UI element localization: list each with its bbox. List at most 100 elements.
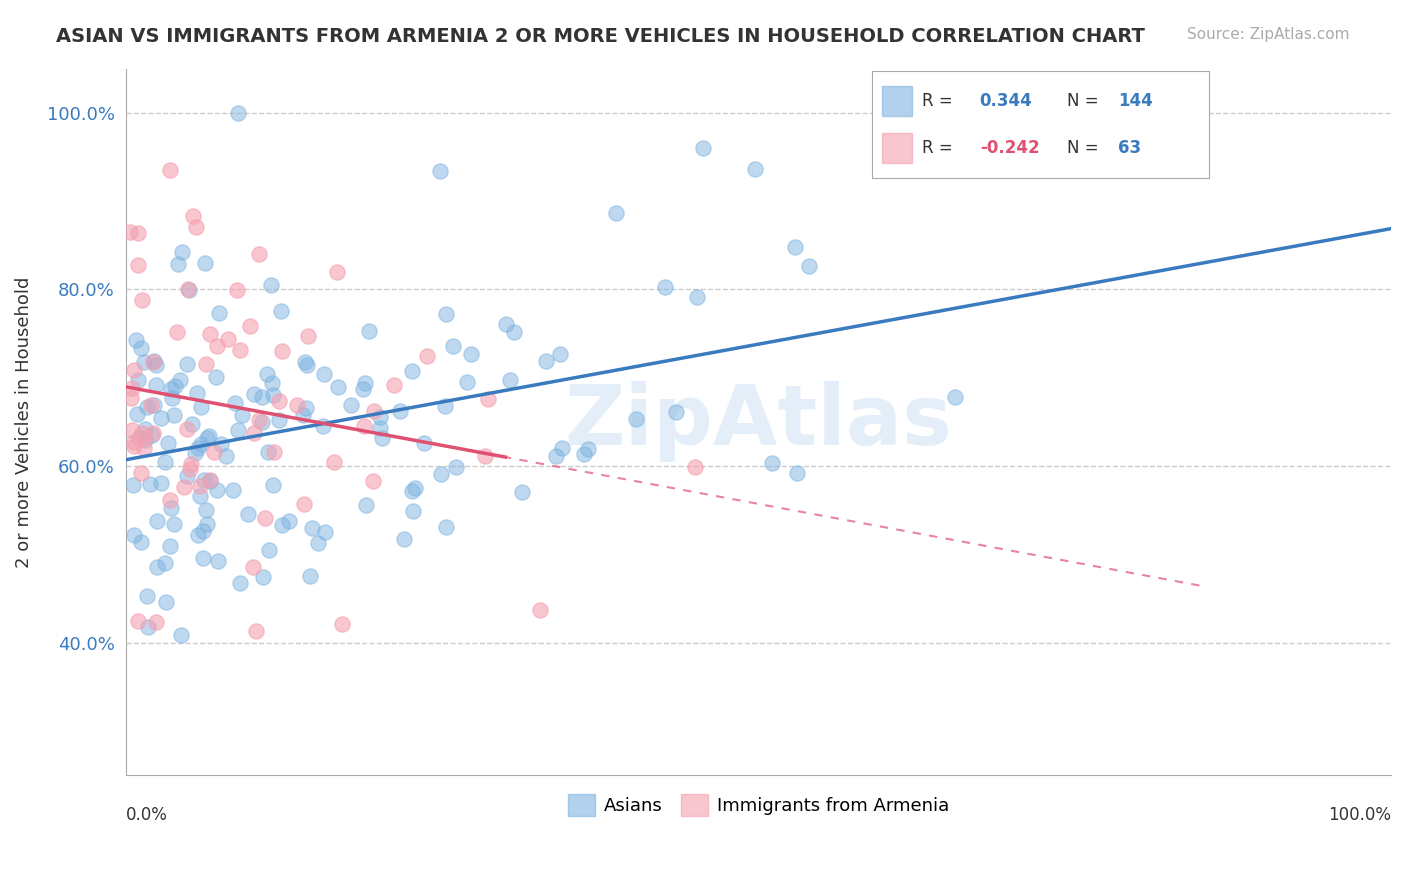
Point	[605, 206, 627, 220]
Point	[271, 344, 294, 359]
Point	[184, 220, 207, 235]
Point	[263, 445, 285, 459]
Point	[352, 382, 374, 396]
Point	[146, 514, 169, 528]
Point	[572, 447, 595, 461]
Text: 0.0%: 0.0%	[127, 806, 167, 824]
Point	[200, 474, 222, 488]
Point	[202, 444, 225, 458]
Point	[301, 520, 323, 534]
Point	[228, 576, 250, 591]
Point	[943, 390, 966, 404]
Point	[245, 624, 267, 638]
Point	[128, 431, 150, 445]
Point	[229, 343, 252, 357]
Point	[145, 615, 167, 629]
Point	[134, 442, 156, 456]
Point	[665, 405, 688, 419]
Point	[247, 247, 270, 261]
Point	[474, 449, 496, 463]
Point	[187, 528, 209, 542]
Point	[307, 535, 329, 549]
Point	[159, 539, 181, 553]
Point	[121, 423, 143, 437]
Point	[176, 422, 198, 436]
Text: 0.344: 0.344	[980, 93, 1032, 111]
Point	[221, 483, 243, 498]
Point	[405, 481, 427, 495]
Point	[456, 375, 478, 389]
Point	[191, 524, 214, 538]
Point	[181, 209, 204, 223]
Point	[143, 354, 166, 368]
Point	[242, 387, 264, 401]
Point	[120, 391, 142, 405]
Point	[190, 437, 212, 451]
Point	[277, 514, 299, 528]
Point	[184, 446, 207, 460]
Point	[783, 240, 806, 254]
Point	[190, 479, 212, 493]
Point	[368, 421, 391, 435]
Point	[215, 449, 238, 463]
Point	[173, 480, 195, 494]
Point	[121, 381, 143, 395]
Point	[544, 449, 567, 463]
Point	[198, 327, 221, 342]
Point	[150, 476, 173, 491]
Point	[401, 364, 423, 378]
Point	[226, 283, 249, 297]
Point	[136, 620, 159, 634]
Text: Source: ZipAtlas.com: Source: ZipAtlas.com	[1187, 27, 1350, 42]
Point	[413, 435, 436, 450]
Point	[131, 426, 153, 441]
Point	[166, 257, 188, 271]
Point	[145, 378, 167, 392]
Point	[624, 411, 647, 425]
Point	[401, 483, 423, 498]
Point	[136, 401, 159, 415]
Point	[177, 282, 200, 296]
Point	[297, 328, 319, 343]
Point	[551, 441, 574, 455]
Point	[208, 306, 231, 320]
Point	[430, 467, 453, 482]
Point	[145, 560, 167, 574]
Point	[125, 334, 148, 348]
Point	[127, 614, 149, 628]
Point	[124, 439, 146, 453]
Point	[654, 280, 676, 294]
Text: ZipAtlas: ZipAtlas	[565, 382, 952, 462]
Point	[179, 461, 201, 475]
Point	[250, 390, 273, 404]
Point	[224, 395, 246, 409]
Point	[370, 409, 392, 424]
Point	[176, 469, 198, 483]
Point	[269, 393, 291, 408]
Point	[325, 265, 347, 279]
Point	[416, 349, 439, 363]
Point	[197, 429, 219, 443]
Point	[761, 456, 783, 470]
Legend: Asians, Immigrants from Armenia: Asians, Immigrants from Armenia	[561, 787, 956, 823]
Point	[314, 525, 336, 540]
Point	[207, 554, 229, 568]
Text: ASIAN VS IMMIGRANTS FROM ARMENIA 2 OR MORE VEHICLES IN HOUSEHOLD CORRELATION CHA: ASIAN VS IMMIGRANTS FROM ARMENIA 2 OR MO…	[56, 27, 1144, 45]
Point	[142, 426, 165, 441]
Point	[314, 367, 336, 381]
Point	[159, 493, 181, 508]
Point	[260, 376, 283, 390]
Point	[298, 569, 321, 583]
Point	[382, 377, 405, 392]
Point	[685, 290, 707, 304]
Point	[127, 226, 149, 240]
Point	[434, 307, 457, 321]
Point	[692, 141, 714, 155]
Point	[195, 357, 218, 371]
FancyBboxPatch shape	[882, 134, 912, 163]
Point	[195, 432, 218, 446]
Point	[193, 550, 215, 565]
Point	[361, 474, 384, 488]
Point	[160, 382, 183, 396]
Point	[434, 520, 457, 534]
